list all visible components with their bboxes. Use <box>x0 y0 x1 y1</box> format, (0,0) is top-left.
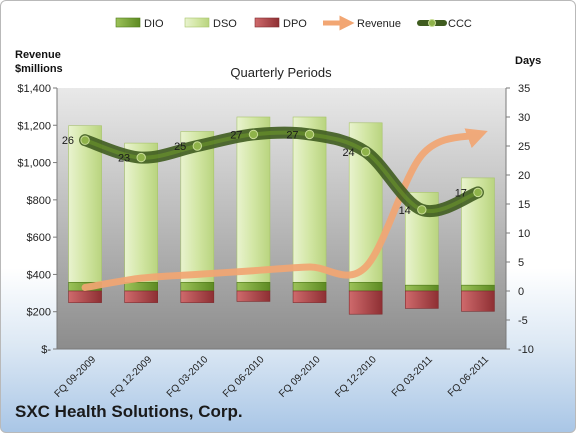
x-tick-label: FQ 06-2011 <box>446 354 491 399</box>
x-tick-label: FQ 03-2011 <box>390 354 435 399</box>
right-tick-label: -10 <box>518 344 534 356</box>
right-tick-label: 25 <box>518 141 530 153</box>
x-tick-label: FQ 06-2010 <box>221 354 267 400</box>
left-tick-label: $- <box>41 344 51 356</box>
left-axis-label-line2: $millions <box>15 63 63 75</box>
ccc-data-label: 17 <box>455 187 467 199</box>
ccc-marker <box>417 205 427 215</box>
dpo-bar <box>461 290 495 312</box>
ccc-data-label: 14 <box>399 205 411 217</box>
dso-bar <box>124 142 158 283</box>
ccc-marker <box>136 152 146 163</box>
dpo-bar <box>236 290 271 302</box>
ccc-data-label: 26 <box>62 135 74 147</box>
x-tick-label: FQ 12-2010 <box>333 354 379 400</box>
dio-bar <box>292 281 327 292</box>
right-axis-label: Days <box>515 55 541 67</box>
dio-bar <box>405 284 439 292</box>
right-tick-label: 5 <box>518 257 524 269</box>
company-name: SXC Health Solutions, Corp. <box>15 402 243 421</box>
dio-bar <box>180 281 215 292</box>
ccc-data-label: 27 <box>230 129 242 141</box>
ccc-data-label: 24 <box>342 147 354 159</box>
dio-bar <box>461 284 495 292</box>
left-tick-label: $800 <box>27 195 51 207</box>
right-tick-label: 20 <box>518 170 530 182</box>
x-tick-label: FQ 09-2009 <box>53 354 99 400</box>
dso-bar <box>292 116 327 283</box>
left-tick-label: $400 <box>27 269 51 281</box>
right-tick-label: 10 <box>518 228 530 240</box>
bars-group <box>68 116 495 315</box>
left-tick-label: $1,400 <box>17 83 51 95</box>
legend-dso-swatch <box>184 17 210 28</box>
dio-bar <box>348 281 383 292</box>
revenue-line <box>81 128 488 291</box>
right-tick-label: 15 <box>518 199 530 211</box>
ccc-marker <box>360 147 371 157</box>
dpo-bar <box>68 290 102 303</box>
ccc-data-label: 27 <box>286 129 298 141</box>
dio-bar <box>236 281 271 292</box>
ccc-marker <box>192 141 203 151</box>
chart-title: Quarterly Periods <box>230 65 332 80</box>
right-tick-label: -5 <box>518 315 528 327</box>
dpo-bar <box>348 290 383 315</box>
left-tick-label: $600 <box>27 232 51 244</box>
ccc-marker <box>248 129 259 140</box>
dso-bar <box>68 125 102 283</box>
legend-ccc-marker <box>428 19 436 27</box>
dio-bar <box>124 281 158 292</box>
lines-group: 26 23 25 27 27 24 14 17 <box>62 126 488 291</box>
x-tick-label: FQ 12-2009 <box>109 354 155 400</box>
ccc-marker <box>473 187 483 198</box>
legend-dpo-swatch <box>254 17 280 28</box>
left-axis-label-line1: Revenue <box>15 49 61 61</box>
legend-dio-swatch <box>115 17 141 28</box>
legend-label-dso: DSO <box>213 18 237 30</box>
right-tick-label: 30 <box>518 112 530 124</box>
legend: DIO DSO DPO Revenue CCC <box>115 15 472 31</box>
dso-bar <box>236 116 271 283</box>
dpo-bar <box>405 290 439 309</box>
legend-label-ccc: CCC <box>448 18 472 30</box>
ccc-marker <box>80 135 90 145</box>
dpo-bar <box>180 290 215 303</box>
right-tick-label: 35 <box>518 83 530 95</box>
ccc-data-label: 25 <box>174 141 186 153</box>
left-tick-label: $200 <box>27 307 51 319</box>
x-tick-label: FQ 09-2010 <box>277 354 323 400</box>
dpo-bar <box>124 290 158 303</box>
left-tick-label: $1,000 <box>17 158 51 170</box>
ccc-data-label: 23 <box>118 153 130 165</box>
legend-label-revenue: Revenue <box>357 18 401 30</box>
legend-label-dio: DIO <box>144 18 164 30</box>
legend-label-dpo: DPO <box>283 18 307 30</box>
x-tick-label: FQ 03-2010 <box>165 354 211 400</box>
ccc-marker <box>304 129 315 140</box>
left-tick-label: $1,200 <box>17 120 51 132</box>
right-tick-label: 0 <box>518 286 524 298</box>
dpo-bar <box>292 290 327 303</box>
